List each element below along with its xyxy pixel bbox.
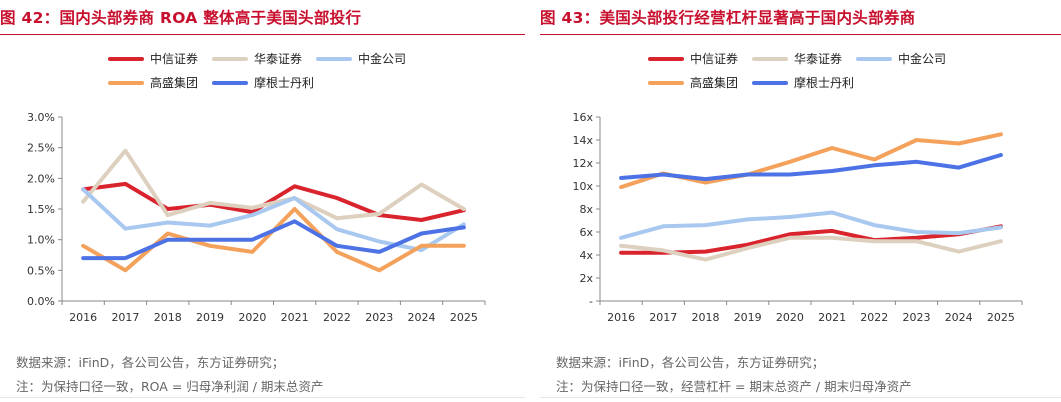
bottom-divider bbox=[0, 397, 525, 398]
x-tick-label: 2021 bbox=[281, 311, 309, 324]
y-tick-label: 0.0% bbox=[27, 295, 55, 308]
line-chart-roa: 0.0% 0.5% 1.0% 1.5% 2.0% 2.5% 3.0% 2016 2017 2018… bbox=[27, 111, 486, 324]
definition-note: 注：为保持口径一致，经营杠杆 = 期末总资产 / 期末归母净资产 bbox=[556, 379, 912, 394]
x-tick-label: 2019 bbox=[734, 311, 762, 324]
y-tick-label: 1.0% bbox=[27, 234, 55, 247]
chart-title: 图 43：美国头部投行经营杠杆显著高于国内头部券商 bbox=[540, 6, 1061, 35]
series-line bbox=[81, 187, 466, 253]
legend-item: 高盛集团 bbox=[108, 74, 198, 91]
legend-swatch bbox=[316, 56, 352, 61]
x-tick-label: 2023 bbox=[365, 311, 393, 324]
line-chart-leverage: - 2x 4x 6x 8x 10x 12x 14x 16x 2016 2017 2018 2019 202… bbox=[572, 111, 1023, 324]
x-tick-label: 2017 bbox=[111, 311, 139, 324]
y-tick-label: 0.5% bbox=[27, 264, 55, 277]
legend-label: 华泰证券 bbox=[254, 52, 303, 66]
legend-swatch bbox=[752, 56, 788, 61]
y-tick-label: 2.0% bbox=[27, 172, 55, 185]
x-tick-label: 2022 bbox=[323, 311, 351, 324]
y-tick-label: 2x bbox=[579, 272, 593, 285]
x-tick-label: 2020 bbox=[238, 311, 266, 324]
series-line bbox=[81, 219, 466, 261]
series-line bbox=[81, 148, 466, 221]
data-source-note: 数据来源：iFinD，各公司公告，东方证券研究； bbox=[556, 355, 825, 370]
y-tick-label: 3.0% bbox=[27, 111, 55, 124]
legend-label: 中信证券 bbox=[690, 52, 739, 66]
legend-swatch bbox=[212, 56, 248, 61]
legend-label: 中金公司 bbox=[358, 52, 407, 66]
chart-panel-roa: 图 42：国内头部券商 ROA 整体高于美国头部投行 中信证券 华泰证券 中金公司高… bbox=[0, 0, 525, 402]
x-tick-label: 2017 bbox=[649, 311, 677, 324]
chart-panel-leverage: 图 43：美国头部投行经营杠杆显著高于国内头部券商 中信证券 华泰证券 中金公司高盛… bbox=[540, 0, 1061, 402]
legend-item: 摩根士丹利 bbox=[212, 74, 314, 91]
y-tick-label: 4x bbox=[579, 249, 593, 262]
x-tick-label: 2024 bbox=[408, 311, 436, 324]
legend-item: 华泰证券 bbox=[212, 50, 302, 67]
y-tick-label: 14x bbox=[572, 134, 593, 147]
x-tick-label: 2016 bbox=[607, 311, 635, 324]
legend-label: 华泰证券 bbox=[794, 52, 843, 66]
legend-label: 摩根士丹利 bbox=[794, 76, 855, 90]
y-tick-label: 1.5% bbox=[27, 203, 55, 216]
x-tick-label: 2016 bbox=[69, 311, 97, 324]
definition-note: 注：为保持口径一致，ROA = 归母净利润 / 期末总资产 bbox=[16, 379, 324, 394]
series-line bbox=[619, 210, 1003, 240]
legend-label: 中信证券 bbox=[150, 52, 199, 66]
x-tick-label: 2025 bbox=[987, 311, 1015, 324]
legend-swatch bbox=[856, 56, 892, 61]
chart-title: 图 42：国内头部券商 ROA 整体高于美国头部投行 bbox=[0, 6, 525, 35]
x-tick-label: 2019 bbox=[196, 311, 224, 324]
y-tick-label: - bbox=[589, 295, 593, 308]
y-tick-label: 6x bbox=[579, 226, 593, 239]
x-tick-label: 2020 bbox=[776, 311, 804, 324]
series-line bbox=[619, 224, 1003, 255]
x-tick-label: 2023 bbox=[903, 311, 931, 324]
legend-label: 高盛集团 bbox=[690, 76, 739, 90]
series-line bbox=[619, 153, 1003, 182]
y-tick-label: 10x bbox=[572, 180, 593, 193]
legend-label: 摩根士丹利 bbox=[254, 76, 315, 90]
legend-item: 中金公司 bbox=[316, 50, 406, 67]
x-tick-label: 2021 bbox=[818, 311, 846, 324]
legend-item: 高盛集团 bbox=[648, 74, 738, 91]
legend-item: 中金公司 bbox=[856, 50, 946, 67]
x-tick-label: 2025 bbox=[450, 311, 478, 324]
legend-swatch bbox=[108, 80, 144, 85]
y-tick-label: 16x bbox=[572, 111, 593, 124]
legend-swatch bbox=[752, 80, 788, 85]
legend-item: 华泰证券 bbox=[752, 50, 842, 67]
legend-item: 中信证券 bbox=[108, 50, 198, 67]
data-source-note: 数据来源：iFinD，各公司公告，东方证券研究； bbox=[16, 355, 285, 370]
bottom-divider bbox=[540, 397, 1061, 398]
legend-swatch bbox=[648, 56, 684, 61]
series-line bbox=[619, 235, 1003, 262]
x-tick-label: 2018 bbox=[692, 311, 720, 324]
x-tick-label: 2022 bbox=[860, 311, 888, 324]
legend-item: 摩根士丹利 bbox=[752, 74, 854, 91]
x-tick-label: 2018 bbox=[154, 311, 182, 324]
legend-item: 中信证券 bbox=[648, 50, 738, 67]
x-tick-label: 2024 bbox=[945, 311, 973, 324]
series-line bbox=[619, 132, 1003, 190]
legend-label: 中金公司 bbox=[898, 52, 947, 66]
y-tick-label: 2.5% bbox=[27, 142, 55, 155]
y-tick-label: 8x bbox=[579, 203, 593, 216]
legend-swatch bbox=[212, 80, 248, 85]
legend-label: 高盛集团 bbox=[150, 76, 199, 90]
legend-swatch bbox=[648, 80, 684, 85]
y-tick-label: 12x bbox=[572, 157, 593, 170]
series-line bbox=[81, 181, 466, 222]
legend-swatch bbox=[108, 56, 144, 61]
